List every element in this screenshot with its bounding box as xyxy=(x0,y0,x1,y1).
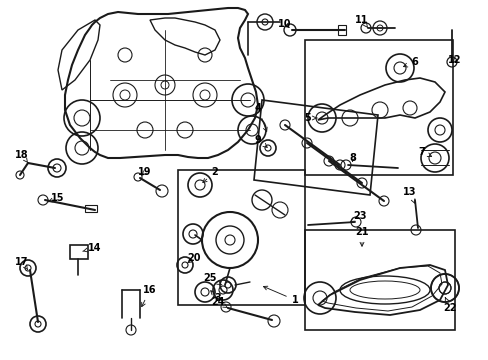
Text: 13: 13 xyxy=(403,187,416,203)
Text: 9: 9 xyxy=(254,135,266,147)
Text: 6: 6 xyxy=(403,57,418,67)
Text: 2: 2 xyxy=(203,167,218,183)
Text: 18: 18 xyxy=(15,150,29,163)
Bar xyxy=(337,25,346,35)
Text: 23: 23 xyxy=(350,211,366,222)
Text: 21: 21 xyxy=(354,227,368,246)
Text: 16: 16 xyxy=(142,285,157,307)
Text: 19: 19 xyxy=(138,167,151,177)
Text: 1: 1 xyxy=(263,286,298,305)
Bar xyxy=(305,230,454,330)
Text: 15: 15 xyxy=(48,193,64,203)
Text: 14: 14 xyxy=(82,243,102,253)
Text: 24: 24 xyxy=(211,297,227,308)
Text: 17: 17 xyxy=(15,257,29,270)
Text: 7: 7 xyxy=(418,147,431,157)
Text: 10: 10 xyxy=(278,19,291,29)
Text: 22: 22 xyxy=(442,298,456,313)
Text: 20: 20 xyxy=(187,253,201,263)
Bar xyxy=(305,40,452,175)
Bar xyxy=(70,245,88,259)
Text: 8: 8 xyxy=(349,153,356,163)
Text: 25: 25 xyxy=(203,273,222,285)
Text: 3: 3 xyxy=(210,291,221,303)
Bar xyxy=(178,170,305,305)
Bar xyxy=(85,205,97,212)
Text: 5: 5 xyxy=(304,113,316,123)
Text: 4: 4 xyxy=(254,103,266,131)
Text: 12: 12 xyxy=(447,55,461,65)
Text: 11: 11 xyxy=(354,15,368,28)
